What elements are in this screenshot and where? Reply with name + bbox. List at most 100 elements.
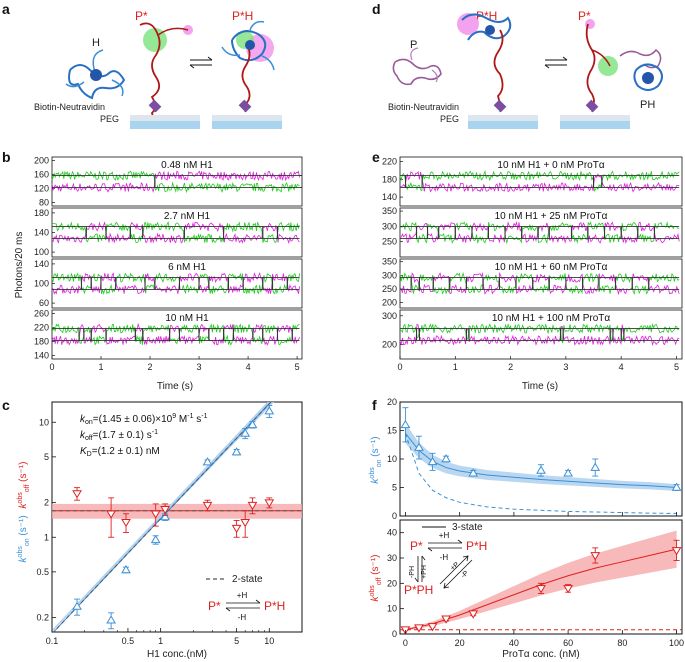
y-tick-label: 10 (387, 604, 397, 614)
f-ylabel-top-sub: on (376, 459, 383, 467)
green-trace (51, 272, 300, 296)
kon-point (160, 512, 171, 521)
magenta-trace (399, 221, 680, 244)
c-ylabel-off-sup: obs (17, 492, 24, 504)
kon-g: s (193, 414, 201, 425)
koff-point (121, 518, 131, 528)
x-tick-label: 100 (669, 638, 684, 648)
y-tick-label: 350 (382, 206, 397, 216)
c-ylabel: kobson (s⁻¹) kobsoff (s⁻¹) (17, 462, 31, 563)
c-ylabel-off: k (18, 503, 29, 509)
magenta-trace (399, 170, 680, 193)
b-traces: 80 120 160 200 0.48 nM H1 100 140 180 2.7 nM H1 6… (34, 156, 303, 361)
c-ylabel-off-unit: (s⁻¹) (18, 462, 29, 485)
green-trace (51, 170, 300, 194)
koff-point (231, 524, 242, 534)
y-tick-label: 250 (382, 284, 397, 294)
state-line-magenta (400, 328, 680, 341)
koff-c: =(1.7 ± 0.1) s (93, 430, 152, 441)
y-tick-label: 160 (34, 170, 49, 180)
x-tick-label: 1 (453, 362, 458, 372)
y-tick-label: 100 (34, 279, 49, 289)
x-tick-label: 0 (397, 362, 402, 372)
x-tick-label: 10 (264, 636, 274, 646)
y-tick-label: 120 (34, 184, 49, 194)
f-scheme-diag-a: +P (449, 561, 460, 572)
y-tick-label: 5 (44, 452, 49, 462)
x-tick-label: 5 (234, 636, 239, 646)
magenta-trace (51, 170, 300, 194)
y-tick-label: 2 (44, 498, 49, 508)
x-tick-label: 60 (563, 638, 573, 648)
c-annotation-kd: KD=(1.2 ± 0.1) nM (80, 446, 160, 458)
kon-point (72, 601, 82, 610)
koff-point (240, 518, 251, 528)
label-peg-a: PEG (100, 114, 119, 124)
kon-point (400, 419, 411, 429)
c-xlabel: H1 conc.(nM) (147, 649, 207, 660)
kon-point (414, 442, 424, 451)
f-ylabel-top-main: k (370, 478, 381, 484)
koff-b: off (85, 435, 93, 442)
koff-point (160, 506, 171, 515)
y-tick-label: 200 (382, 298, 397, 308)
koff-d: -1 (152, 429, 158, 436)
p-star-h-complex-icon (221, 20, 275, 113)
c-ylabel-on-unit: (s⁻¹) (18, 515, 29, 538)
kon-point (106, 615, 116, 624)
y-tick-label: 220 (34, 323, 49, 333)
state-line-magenta (52, 175, 303, 188)
kon-point (427, 456, 438, 466)
x-tick-label: 4 (619, 362, 624, 372)
y-tick-label: 15 (387, 426, 397, 436)
kon-f: -1 (187, 413, 193, 420)
trace-frame (399, 207, 683, 258)
y-tick-label: 300 (382, 311, 397, 321)
f-plot: 0 5 10 15 20 0 10 20 30 40 0 20 40 60 80 100 (387, 397, 684, 648)
x-tick-label: 4 (246, 362, 251, 372)
y-tick-label: 200 (382, 340, 397, 350)
p-star-right-icon (585, 19, 618, 113)
b-xlabel: Time (s) (157, 381, 193, 392)
surface-icon (130, 115, 282, 129)
koff-a: k (80, 430, 86, 441)
x-tick-label: 0.5 (122, 636, 135, 646)
f-ylabel-top-sup: obs (369, 467, 376, 479)
f-ylabel-bottom-sup: obs (369, 585, 376, 597)
ph-complex-icon (619, 48, 663, 91)
koff-point (72, 490, 82, 499)
y-tick-label: 300 (382, 221, 397, 231)
trace-label: 10 nM H1 + 60 nM ProTα (495, 262, 608, 273)
p-molecule-icon (392, 47, 442, 86)
f-ylabel-top-unit: (s⁻¹) (370, 436, 381, 459)
h-molecule-icon (65, 49, 126, 100)
y-tick-label: 200 (34, 156, 49, 166)
kon-point (441, 454, 451, 463)
y-tick-label: 180 (34, 337, 49, 347)
state-line-green (52, 277, 300, 290)
c-scheme-right: P*H (264, 599, 285, 613)
koff-point (671, 547, 682, 556)
koff-point (106, 510, 116, 519)
f-ylabel-bottom: kobsoff (s⁻¹) (369, 555, 383, 602)
c-plot: 0.1 0.5 1 5 10 0.2 0.5 1 2 5 10 (36, 402, 302, 646)
kd-a: K (80, 446, 88, 457)
state-line-magenta (52, 226, 300, 239)
y-tick-label: 10 (387, 454, 397, 464)
panel-letter-a: a (2, 1, 10, 17)
e-xlabel: Time (s) (522, 381, 558, 392)
trace-label: 0.48 nM H1 (161, 160, 213, 171)
f-scheme-arrows-icon (414, 539, 473, 589)
y-tick-label: 80 (39, 198, 49, 208)
label-peg-d: PEG (440, 114, 459, 124)
kon-b: on (85, 419, 93, 426)
trace-frame (399, 156, 683, 207)
state-line-magenta (400, 226, 680, 239)
koff-point (264, 499, 275, 508)
x-tick-label: 20 (455, 638, 465, 648)
trace-frame (399, 309, 683, 360)
